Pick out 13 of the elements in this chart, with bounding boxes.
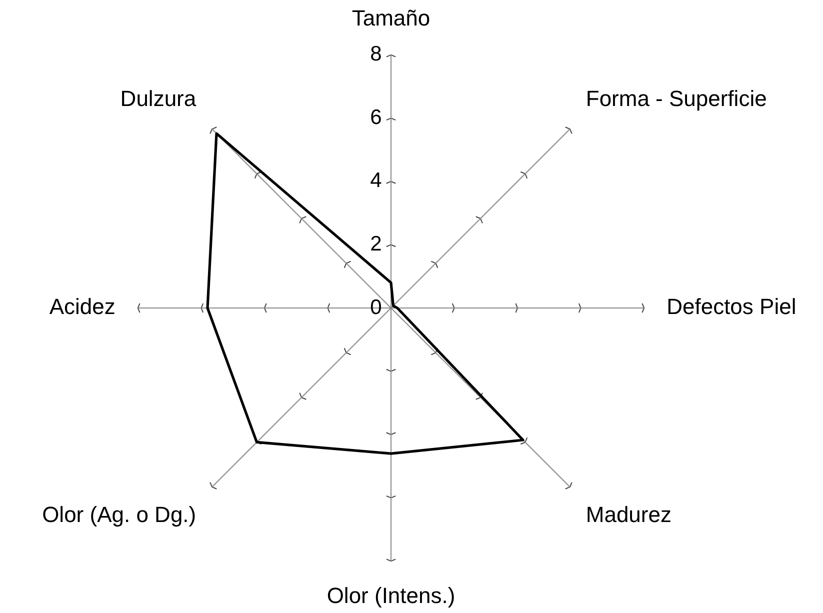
spoke-label: Defectos Piel [666,294,796,320]
y-tick-label: 6 [370,106,382,129]
spoke-label: Forma - Superficie [586,86,767,111]
y-tick-label: 4 [370,169,382,192]
y-tick-label: 2 [370,232,382,256]
y-tick-label: 0 [370,296,382,319]
spoke-label: Olor (Intens.) [326,582,456,608]
y-tick-label: 8 [370,42,382,66]
spoke-label: Acidez [49,294,116,320]
spoke-label: Olor (Ag. o Dg.) [42,502,196,528]
spoke-label: Dulzura [120,86,197,111]
spoke-label: Madurez [586,502,672,528]
spoke-label: Tamaño [352,5,430,30]
